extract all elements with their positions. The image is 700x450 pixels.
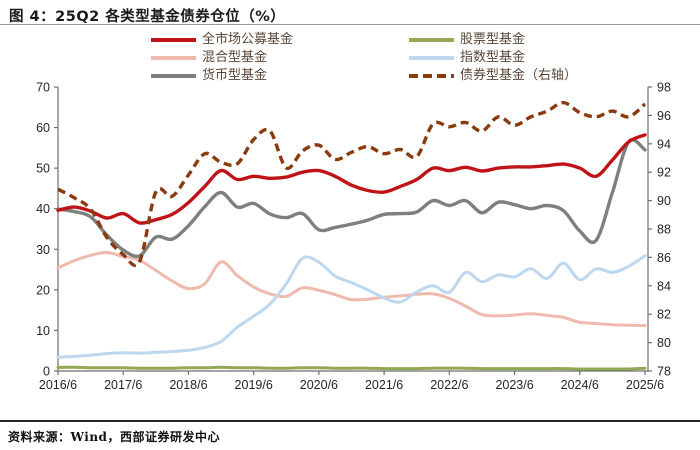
legend-label: 股票型基金 [460,32,526,47]
left-axis-tick-label: 30 [36,243,50,257]
left-axis-tick-label: 20 [36,283,50,297]
right-axis-tick-label: 88 [657,223,671,237]
chart-legend-column-2: 股票型基金指数型基金债券型基金（右轴） [408,31,577,85]
legend-swatch-line [409,56,454,60]
legend-swatch-line [151,74,196,78]
left-axis-tick-label: 70 [36,81,50,95]
legend-label: 债券型基金（右轴） [460,68,578,83]
legend-swatch-line [409,74,454,78]
x-axis-tick-label: 2020/6 [300,378,338,392]
right-axis-tick-label: 84 [657,279,671,293]
legend-swatch-line [151,56,196,60]
page-title: 图 4：25Q2 各类型基金债券仓位（%） [9,9,286,25]
right-axis-tick-label: 94 [657,137,671,151]
legend-label: 混合型基金 [202,50,268,65]
legend-label: 全市场公募基金 [202,32,294,47]
series-line-6 [57,100,647,268]
right-axis-tick-label: 78 [657,365,671,379]
x-axis-tick-label: 2021/6 [365,378,403,392]
x-axis-tick-label: 2017/6 [104,378,142,392]
left-axis-tick-label: 10 [36,324,50,338]
legend-label: 货币型基金 [202,68,268,83]
legend-item: 货币型基金 [150,67,293,85]
x-axis-tick-label: 2025/6 [626,378,664,392]
x-axis-tick-label: 2022/6 [430,378,468,392]
chart-legend-column-1: 全市场公募基金 混合型基金货币型基金 [150,31,293,85]
legend-swatch-line [409,38,454,42]
left-axis-tick-label: 0 [43,365,50,379]
series-line-4 [56,365,647,371]
left-axis-tick-label: 40 [36,202,50,216]
legend-swatch-line [151,38,196,42]
legend-item: 债券型基金（右轴） [408,67,577,85]
legend-item: 股票型基金 [408,31,577,49]
left-axis-tick-label: 50 [36,162,50,176]
series-line-2 [56,250,647,328]
series-line-1 [56,133,647,225]
legend-label: 指数型基金 [460,50,526,65]
legend-item: 指数型基金 [408,49,577,67]
x-axis-tick-label: 2019/6 [235,378,273,392]
source-note: 资料来源：Wind，西部证券研发中心 [8,430,220,444]
x-axis-tick-label: 2016/6 [39,378,77,392]
x-axis-tick-label: 2018/6 [169,378,207,392]
series-line-3 [56,138,647,258]
x-axis-tick-label: 2023/6 [495,378,533,392]
legend-item: 混合型基金 [150,49,293,67]
footer-divider [0,420,700,422]
right-axis-tick-label: 92 [657,166,671,180]
right-axis-tick-label: 86 [657,251,671,265]
series-line-5 [56,254,647,359]
right-axis-tick-label: 90 [657,194,671,208]
right-axis-tick-label: 98 [657,81,671,95]
right-axis-tick-label: 80 [657,336,671,350]
title-divider [0,24,700,25]
right-axis-tick-label: 96 [657,109,671,123]
right-axis-tick-label: 82 [657,308,671,322]
x-axis-tick-label: 2024/6 [561,378,599,392]
legend-item: 全市场公募基金 [150,31,293,49]
left-axis-tick-label: 60 [36,121,50,135]
